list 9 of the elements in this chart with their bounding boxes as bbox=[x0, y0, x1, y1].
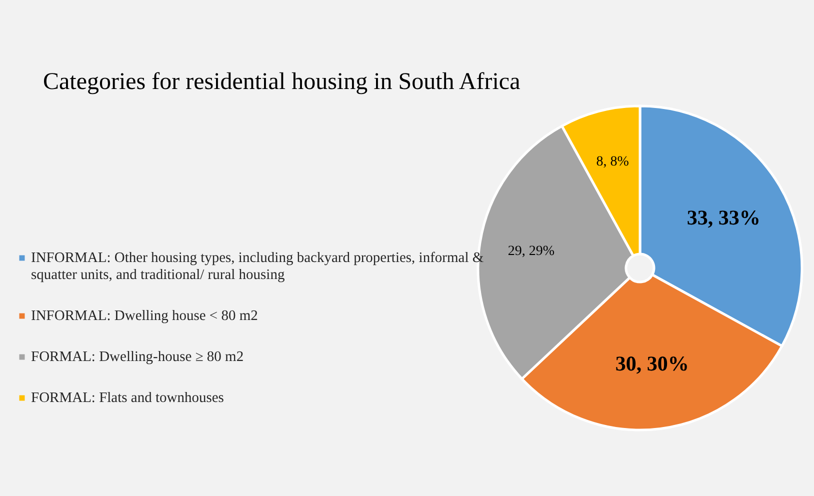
chart-title: Categories for residential housing in South Africa bbox=[43, 69, 521, 95]
data-label: 29, 29% bbox=[508, 244, 555, 259]
data-label: 30, 30% bbox=[615, 351, 689, 376]
data-label: 33, 33% bbox=[686, 206, 760, 230]
legend-label: FORMAL: Dwelling-house ≥ 80 m2 bbox=[31, 349, 244, 365]
data-label: 8, 8% bbox=[596, 154, 630, 170]
legend-label: INFORMAL: Other housing types, including backyard properties, informal & squatter units, and traditional/ rural housing bbox=[31, 250, 484, 283]
legend-label: INFORMAL: Dwelling house < 80 m2 bbox=[31, 308, 258, 324]
legend-label: FORMAL: Flats and townhouses bbox=[31, 390, 224, 406]
